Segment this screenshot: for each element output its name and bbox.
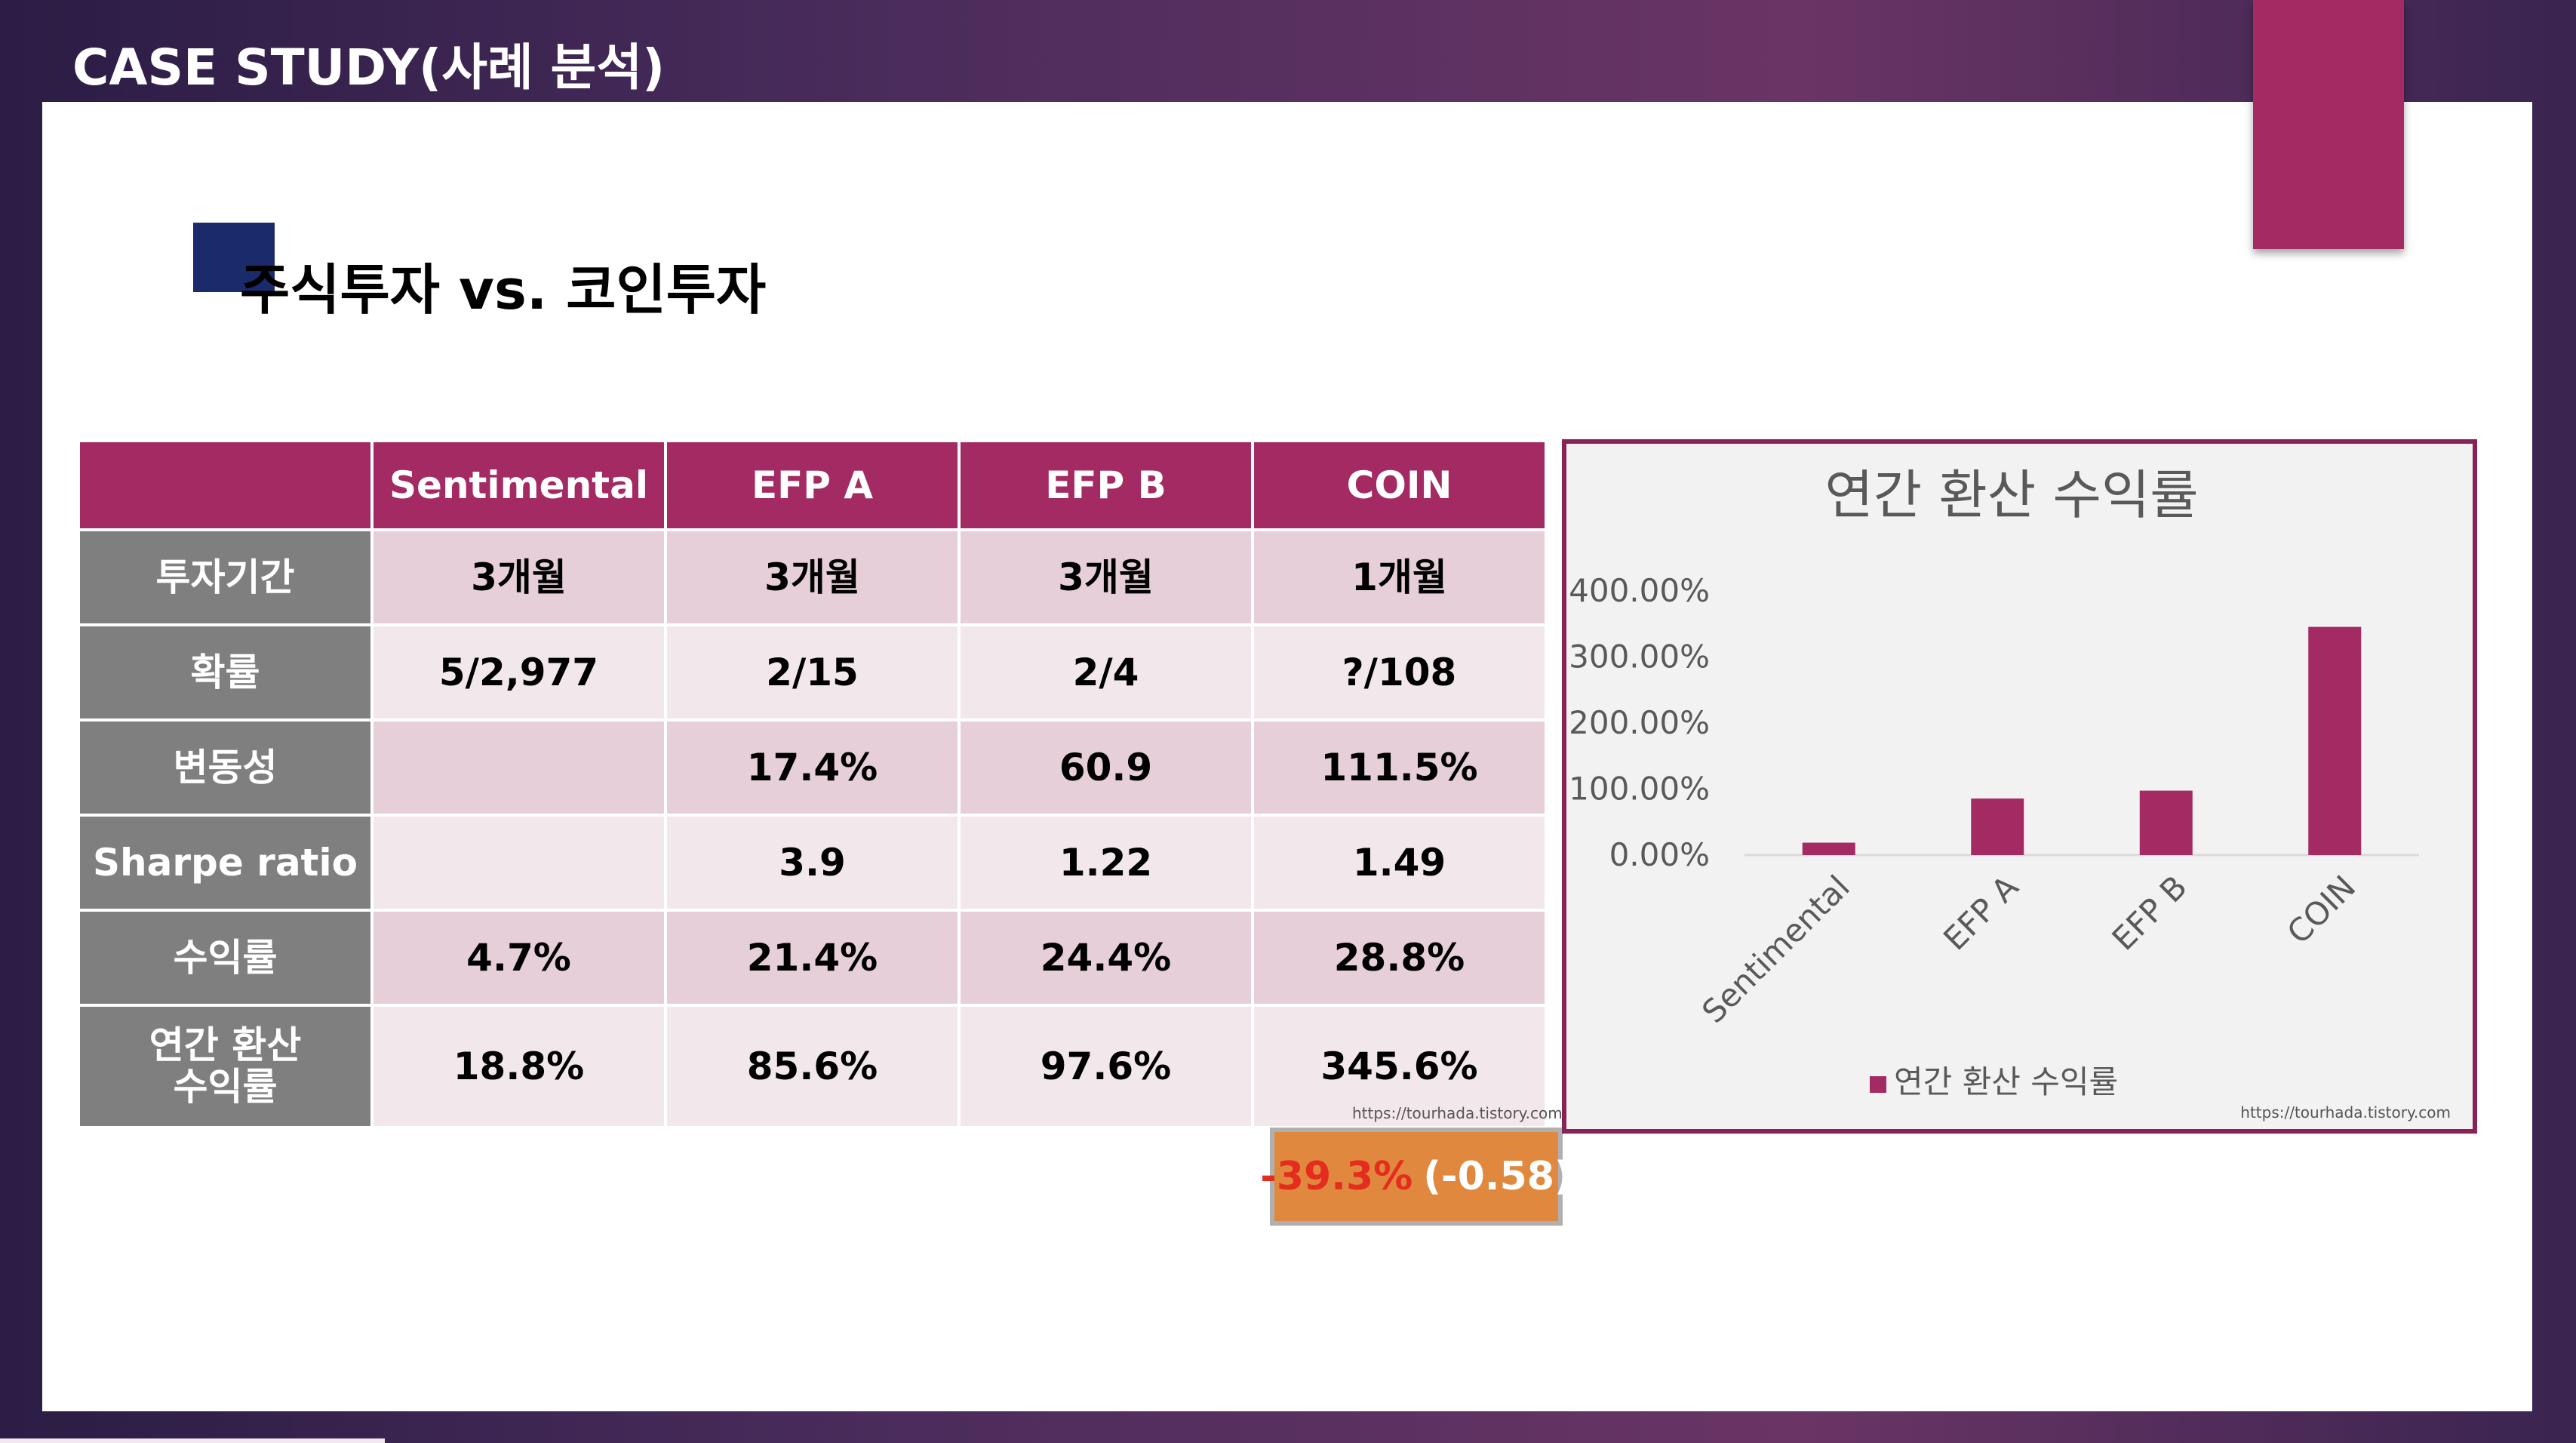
table-cell: 1.22 — [958, 814, 1254, 912]
row-label: Sharpe ratio — [77, 814, 373, 912]
table-header-row: Sentimental EFP A EFP B COIN — [77, 439, 1548, 531]
accent-block — [2253, 0, 2404, 249]
chart-credit: https://tourhada.tistory.com — [2240, 1103, 2451, 1121]
table-row: 연간 환산 수익률 18.8% 85.6% 97.6% 345.6% — [77, 1004, 1548, 1129]
row-label: 연간 환산 수익률 — [77, 1004, 373, 1129]
table-cell: 85.6% — [664, 1004, 961, 1129]
chart-title: 연간 환산 수익률 — [1824, 464, 2198, 526]
y-tick-label: 200.00% — [1569, 704, 1710, 741]
legend-swatch — [1870, 1076, 1886, 1093]
table-cell: 1.49 — [1251, 814, 1548, 912]
table-cell: ?/108 — [1251, 623, 1548, 722]
chart-bar — [1802, 842, 1855, 855]
note-paren: (-0.58) — [1423, 1154, 1572, 1199]
table-cell — [370, 718, 667, 817]
table-cell — [370, 814, 667, 912]
comparison-table: Sentimental EFP A EFP B COIN 투자기간 3개월 3개… — [77, 439, 1548, 1129]
table-cell: 345.6% — [1251, 1004, 1548, 1129]
table-cell: 3개월 — [664, 528, 961, 626]
table-header-cell: COIN — [1251, 439, 1548, 531]
y-tick-label: 400.00% — [1569, 572, 1710, 609]
table-header-cell: EFP A — [664, 439, 961, 531]
table-cell: 5/2,977 — [370, 623, 667, 722]
note-negative: -39.3% — [1260, 1154, 1413, 1199]
row-label: 변동성 — [77, 718, 373, 817]
table-cell: 4.7% — [370, 909, 667, 1007]
table-header-cell: Sentimental — [370, 439, 667, 531]
chart-bar — [2139, 790, 2193, 855]
bottom-bar — [0, 1438, 385, 1443]
row-label: 수익률 — [77, 909, 373, 1007]
row-label: 투자기간 — [77, 528, 373, 626]
x-tick-label: EFP B — [2105, 868, 2194, 957]
y-tick-label: 100.00% — [1569, 771, 1710, 808]
title-square-decor — [193, 223, 275, 292]
chart-panel: 연간 환산 수익률 400.00% 300.00% 200.00% 100.00% 0.0… — [1562, 439, 2477, 1134]
table-cell: 97.6% — [958, 1004, 1254, 1129]
table-cell: 2/15 — [664, 623, 961, 722]
x-tick-label: COIN — [2280, 868, 2363, 951]
y-tick-label: 0.00% — [1609, 836, 1710, 873]
table-credit: https://tourhada.tistory.com — [1352, 1104, 1563, 1122]
table-cell: 111.5% — [1251, 718, 1548, 817]
table-row: Sharpe ratio 3.9 1.22 1.49 — [77, 814, 1548, 912]
table-row: 투자기간 3개월 3개월 3개월 1개월 — [77, 528, 1548, 626]
table-cell: 28.8% — [1251, 909, 1548, 1007]
table-header-cell: EFP B — [958, 439, 1254, 531]
table-cell: 18.8% — [370, 1004, 667, 1129]
legend-label: 연간 환산 수익률 — [1894, 1063, 2118, 1100]
table-cell: 3개월 — [958, 528, 1254, 626]
table-cell: 1개월 — [1251, 528, 1548, 626]
bar-chart: 연간 환산 수익률 400.00% 300.00% 200.00% 100.00% 0.0… — [1569, 464, 2451, 1121]
table-row: 확률 5/2,977 2/15 2/4 ?/108 — [77, 623, 1548, 722]
table-row: 변동성 17.4% 60.9 111.5% — [77, 718, 1548, 817]
table-cell: 17.4% — [664, 718, 961, 817]
table-cell: 21.4% — [664, 909, 961, 1007]
table-header-cell — [77, 439, 373, 531]
y-tick-label: 300.00% — [1569, 638, 1710, 675]
x-tick-label: EFP A — [1936, 868, 2025, 957]
table-cell: 3.9 — [664, 814, 961, 912]
chart-bar — [1971, 798, 2024, 855]
header-title: CASE STUDY(사례 분석) — [72, 38, 666, 97]
table-cell: 60.9 — [958, 718, 1254, 817]
table-cell: 3개월 — [370, 528, 667, 626]
x-tick-label: Sentimental — [1695, 868, 1857, 1030]
table-cell: 2/4 — [958, 623, 1254, 722]
coin-note-box: -39.3% (-0.58) — [1260, 1128, 1572, 1226]
table-cell: 24.4% — [958, 909, 1254, 1007]
table-row: 수익률 4.7% 21.4% 24.4% 28.8% — [77, 909, 1548, 1007]
row-label: 확률 — [77, 623, 373, 722]
chart-bar — [2308, 626, 2362, 855]
slide-heading: 주식투자 vs. 코인투자 — [240, 258, 767, 322]
